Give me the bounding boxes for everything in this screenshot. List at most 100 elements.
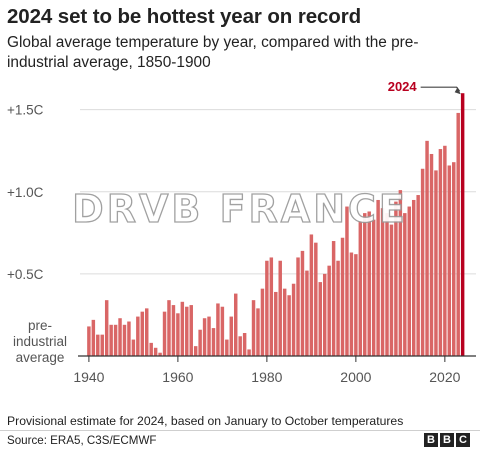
bar — [403, 213, 407, 356]
bar — [322, 273, 327, 356]
bar — [256, 308, 260, 356]
bar — [447, 165, 452, 356]
bar — [131, 339, 136, 356]
bar — [420, 168, 425, 356]
bar — [305, 270, 309, 356]
bar — [309, 234, 314, 356]
bar — [136, 316, 140, 356]
bar — [247, 349, 251, 356]
bar — [300, 250, 305, 356]
bar — [167, 300, 171, 356]
bbc-logo-letter: B — [440, 433, 454, 447]
bar — [349, 252, 354, 356]
bar — [198, 329, 202, 356]
bar — [274, 291, 278, 356]
bar — [416, 195, 420, 356]
bar — [354, 254, 358, 356]
bar — [340, 237, 345, 356]
bar — [425, 140, 429, 356]
footer-divider — [0, 430, 480, 431]
bar — [278, 260, 282, 356]
bar — [358, 221, 363, 356]
bar — [456, 112, 460, 357]
bar — [238, 336, 242, 356]
bar — [269, 257, 274, 356]
bar — [109, 324, 113, 356]
bar — [376, 199, 380, 356]
bar — [216, 303, 220, 356]
bar — [438, 149, 443, 356]
bar — [394, 201, 398, 356]
bbc-logo: B B C — [424, 433, 470, 447]
bar — [242, 333, 247, 356]
bar — [176, 313, 180, 356]
bar — [371, 219, 376, 356]
bar — [211, 328, 216, 356]
bar — [363, 213, 367, 356]
bar — [282, 288, 287, 356]
bar — [91, 319, 96, 356]
bar — [193, 346, 198, 356]
bar — [185, 306, 189, 356]
bar — [407, 206, 411, 356]
bbc-logo-letter: C — [456, 433, 470, 447]
bar — [429, 153, 434, 356]
bar — [265, 260, 269, 356]
bar — [229, 316, 234, 356]
bar — [331, 241, 336, 356]
bar — [411, 199, 416, 356]
bar — [251, 300, 256, 356]
bar — [291, 283, 296, 356]
bar — [327, 265, 331, 356]
watermark-text: DRVB FRANCE — [72, 187, 408, 231]
bar-highlight — [460, 93, 465, 356]
bar — [104, 300, 109, 356]
highlight-arrow — [420, 86, 461, 92]
bar — [220, 306, 225, 356]
bar — [318, 282, 323, 356]
x-tick-label: 1980 — [251, 369, 282, 385]
bars — [87, 93, 465, 357]
bar — [96, 334, 100, 356]
bar — [171, 305, 176, 356]
bar — [287, 295, 291, 356]
highlight-arrowhead — [454, 87, 461, 95]
bar — [127, 321, 131, 356]
bar — [260, 288, 265, 356]
y-tick-label: +1.0C — [7, 185, 44, 200]
bar — [140, 311, 145, 356]
baseline-label: average — [16, 350, 65, 365]
bar — [207, 316, 211, 356]
bbc-logo-letter: B — [424, 433, 438, 447]
bar — [202, 318, 207, 356]
bar — [100, 334, 104, 356]
chart-subtitle: Global average temperature by year, comp… — [7, 34, 419, 71]
chart-title: 2024 set to be hottest year on record — [7, 5, 362, 28]
bar — [398, 190, 403, 356]
x-tick-label: 1960 — [162, 369, 193, 385]
footnote: Provisional estimate for 2024, based on … — [7, 414, 404, 428]
baseline-label: pre- — [28, 318, 52, 333]
bar — [434, 170, 438, 356]
source-text: Source: ERA5, C3S/ECMWF — [7, 434, 157, 447]
bar — [180, 301, 185, 356]
bar — [122, 324, 127, 356]
bar — [389, 224, 394, 356]
bar — [314, 242, 318, 356]
highlight-label: 2024 — [388, 79, 418, 94]
y-tick-label: +0.5C — [7, 267, 44, 282]
bar — [113, 324, 118, 356]
bar — [380, 208, 385, 356]
bar — [189, 305, 193, 356]
bar — [233, 293, 238, 356]
bar — [162, 311, 167, 356]
x-tick-label: 2020 — [429, 369, 460, 385]
bar — [345, 206, 349, 356]
bar — [145, 308, 149, 356]
bar — [367, 211, 371, 356]
bar — [118, 318, 122, 356]
bar — [336, 260, 340, 356]
x-tick-label: 2000 — [340, 369, 371, 385]
bar — [296, 257, 300, 356]
